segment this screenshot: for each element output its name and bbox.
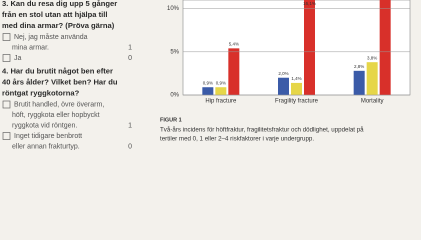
bar <box>304 0 315 95</box>
y-tick-label: 10% <box>167 6 180 12</box>
checkbox <box>2 100 11 109</box>
data-label: 0,9% <box>203 80 213 85</box>
option-text: Inget tidigare benbrott <box>14 133 82 140</box>
question-text: från en stol utan att hjälpa till <box>2 10 107 19</box>
bar <box>291 82 302 95</box>
bar <box>202 87 214 95</box>
bar <box>228 48 240 95</box>
option-text: eller annan frakturtyp. <box>12 143 80 150</box>
x-tick-label: Mortality <box>361 99 384 105</box>
bar <box>215 87 227 95</box>
option-text: Nej, jag måste använda <box>14 33 88 41</box>
question-text: röntgat ryggkotorna? <box>2 89 80 98</box>
question-text: 40 års ålder? Vilket ben? Har du <box>2 78 118 87</box>
bar <box>353 70 365 95</box>
checkbox <box>2 132 11 140</box>
data-label: 3,8% <box>367 55 377 60</box>
data-label: 5,4% <box>229 42 239 47</box>
data-label: 2,0% <box>278 71 288 76</box>
option-text: Ja <box>14 55 22 62</box>
option-score: 0 <box>128 143 132 150</box>
x-tick-label: Hip fracture <box>205 99 237 105</box>
checkbox <box>2 33 11 41</box>
question-text: 4. Har du brutit något ben efter <box>2 67 113 76</box>
caption-label: FIGUR 1 <box>160 117 182 123</box>
page: 3. Kan du resa dig upp 5 gånger från en s… <box>2 0 411 150</box>
option-text: höft, ryggkota eller hopbyckt <box>12 112 100 119</box>
option-text: ryggkota vid röntgen. <box>12 122 77 129</box>
option-score: 1 <box>128 44 132 51</box>
caption-text: tertiler med 0, 1 eller 2–4 riskfaktorer… <box>160 136 314 143</box>
option-score: 1 <box>128 122 132 129</box>
option-text: Brutit handled, övre överarm, <box>14 101 104 108</box>
data-label: 2,8% <box>354 64 364 69</box>
option-score: 0 <box>128 55 132 62</box>
data-label: 1,4% <box>291 76 301 81</box>
data-label: 16,1% <box>303 1 316 6</box>
caption-text: Två-års incidens för höftfraktur, fragil… <box>160 127 364 134</box>
bar <box>366 62 378 95</box>
question-text: med dina armar? (Pröva gärna) <box>2 21 115 30</box>
bar <box>278 77 289 95</box>
x-tick-label: Fragility fracture <box>275 99 319 105</box>
data-label: 0,9% <box>216 80 226 85</box>
option-text: mina armar. <box>12 44 49 51</box>
question-text: 3. Kan du resa dig upp 5 gånger <box>2 0 117 8</box>
y-tick-label: 5% <box>170 49 179 55</box>
y-tick-label: 0% <box>170 93 179 99</box>
bar <box>379 0 391 95</box>
checkbox <box>2 54 11 62</box>
